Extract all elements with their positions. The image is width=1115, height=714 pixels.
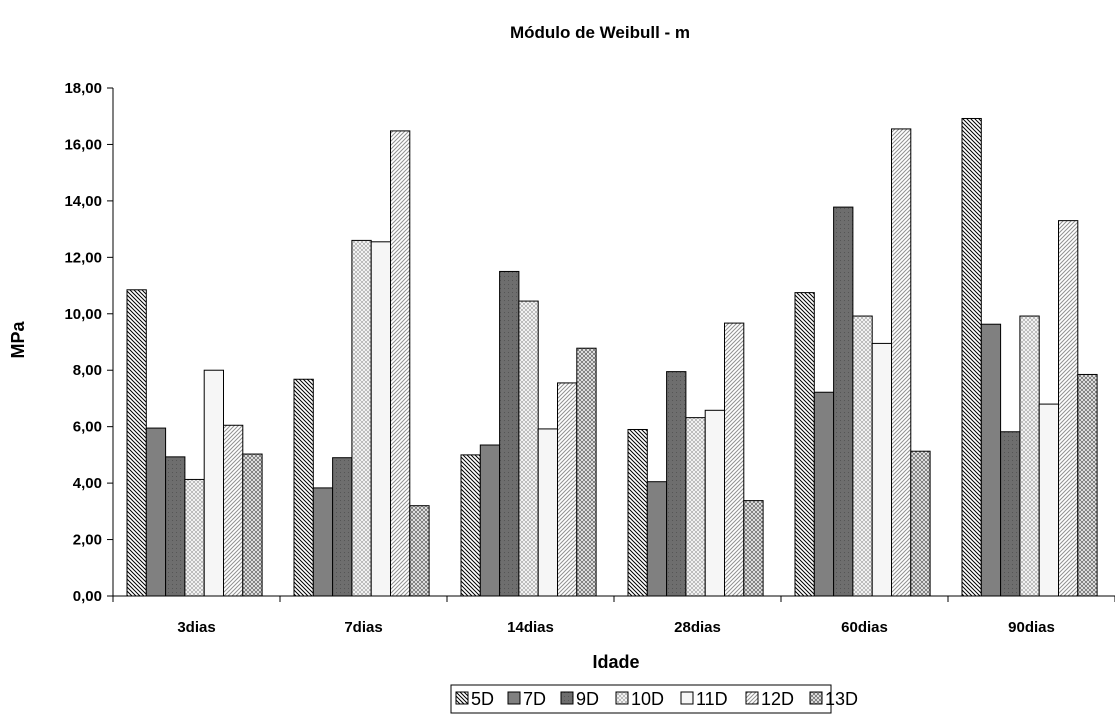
bar-5D-14dias: [460, 454, 481, 597]
legend-swatch: [507, 691, 521, 705]
bar-5D-90dias: [961, 117, 982, 597]
bar-11D-60dias: [871, 342, 893, 597]
bar-9D-60dias: [833, 206, 854, 597]
legend-swatch: [809, 691, 823, 705]
bar-13D-28dias: [743, 500, 764, 597]
y-tick-label: 10,00: [64, 306, 102, 323]
bar-7D-7dias: [312, 487, 334, 597]
legend-label: 12D: [761, 689, 794, 709]
bar-13D-3dias: [242, 453, 263, 597]
bar-7D-3dias: [145, 427, 167, 597]
bar-13D-60dias: [910, 450, 931, 597]
bar-10D-60dias: [852, 315, 873, 597]
bar-10D-3dias: [184, 478, 205, 597]
bar-11D-28dias: [704, 409, 726, 597]
x-tick-label: 60dias: [841, 619, 888, 636]
legend-label: 10D: [631, 689, 664, 709]
bar-7D-14dias: [479, 444, 501, 597]
bar-13D-14dias: [576, 347, 597, 597]
legend: 5D 7D 9D 10D 11D 12D 13D: [450, 684, 858, 714]
bar-5D-3dias: [126, 289, 147, 597]
x-tick-label: 3dias: [177, 619, 215, 636]
y-tick-label: 0,00: [73, 588, 102, 605]
x-axis-ticks: 3dias 7dias 14dias 28dias 60dias 90dias: [112, 596, 1115, 636]
bar-11D-7dias: [370, 241, 392, 597]
legend-swatch: [680, 691, 694, 705]
bar-11D-90dias: [1038, 403, 1059, 597]
bar-9D-14dias: [499, 270, 520, 597]
bar-12D-14dias: [557, 382, 578, 597]
legend-label: 11D: [696, 689, 728, 709]
chart-title: Módulo de Weibull - m: [510, 23, 690, 42]
bar-10D-28dias: [685, 417, 706, 597]
x-tick-label: 28dias: [674, 619, 721, 636]
legend-swatch: [455, 691, 469, 705]
bar-12D-3dias: [223, 424, 244, 597]
legend-swatch: [615, 691, 629, 705]
y-tick-label: 2,00: [73, 532, 102, 549]
legend-box: [450, 684, 832, 714]
bar-7D-60dias: [813, 391, 835, 597]
legend-label: 7D: [523, 689, 546, 709]
y-tick-label: 14,00: [64, 193, 102, 210]
x-tick-label: 14dias: [507, 619, 554, 636]
y-axis-ticks: 0,00 2,00 4,00 6,00 8,00 10,00 12,00 14,00 16,00…: [64, 80, 113, 605]
y-tick-label: 6,00: [73, 419, 102, 436]
bar-5D-28dias: [627, 428, 648, 597]
legend-label: 9D: [576, 689, 599, 709]
bar-7D-28dias: [646, 481, 668, 597]
bar-10D-90dias: [1019, 315, 1040, 597]
legend-label: 13D: [825, 689, 858, 709]
legend-label: 5D: [471, 689, 494, 709]
x-tick-label: 90dias: [1008, 619, 1055, 636]
legend-swatch: [560, 691, 574, 705]
y-tick-label: 12,00: [64, 249, 102, 266]
bar-5D-60dias: [794, 292, 815, 597]
bar-9D-7dias: [332, 457, 353, 597]
y-tick-label: 16,00: [64, 136, 102, 153]
bar-9D-3dias: [165, 456, 186, 597]
bar-10D-14dias: [518, 300, 539, 597]
bar-13D-7dias: [409, 505, 430, 597]
bar-12D-60dias: [891, 128, 912, 597]
bar-11D-14dias: [537, 428, 559, 597]
x-axis-label: Idade: [592, 652, 639, 672]
bar-12D-28dias: [724, 322, 745, 597]
bar-11D-3dias: [203, 369, 224, 597]
legend-swatch: [745, 691, 759, 705]
bar-12D-90dias: [1058, 220, 1079, 597]
x-tick-label: 7dias: [344, 619, 382, 636]
bar-5D-7dias: [293, 378, 314, 597]
y-tick-label: 8,00: [73, 362, 102, 379]
y-tick-label: 4,00: [73, 475, 102, 492]
bar-13D-90dias: [1077, 373, 1098, 597]
bar-10D-7dias: [351, 239, 372, 597]
y-tick-label: 18,00: [64, 80, 102, 97]
bar-12D-7dias: [390, 130, 411, 597]
y-axis-label: MPa: [8, 321, 28, 359]
bar-9D-28dias: [666, 371, 687, 597]
bars-group: [126, 117, 1098, 597]
bar-9D-90dias: [1000, 431, 1021, 597]
bar-7D-90dias: [980, 323, 1002, 597]
